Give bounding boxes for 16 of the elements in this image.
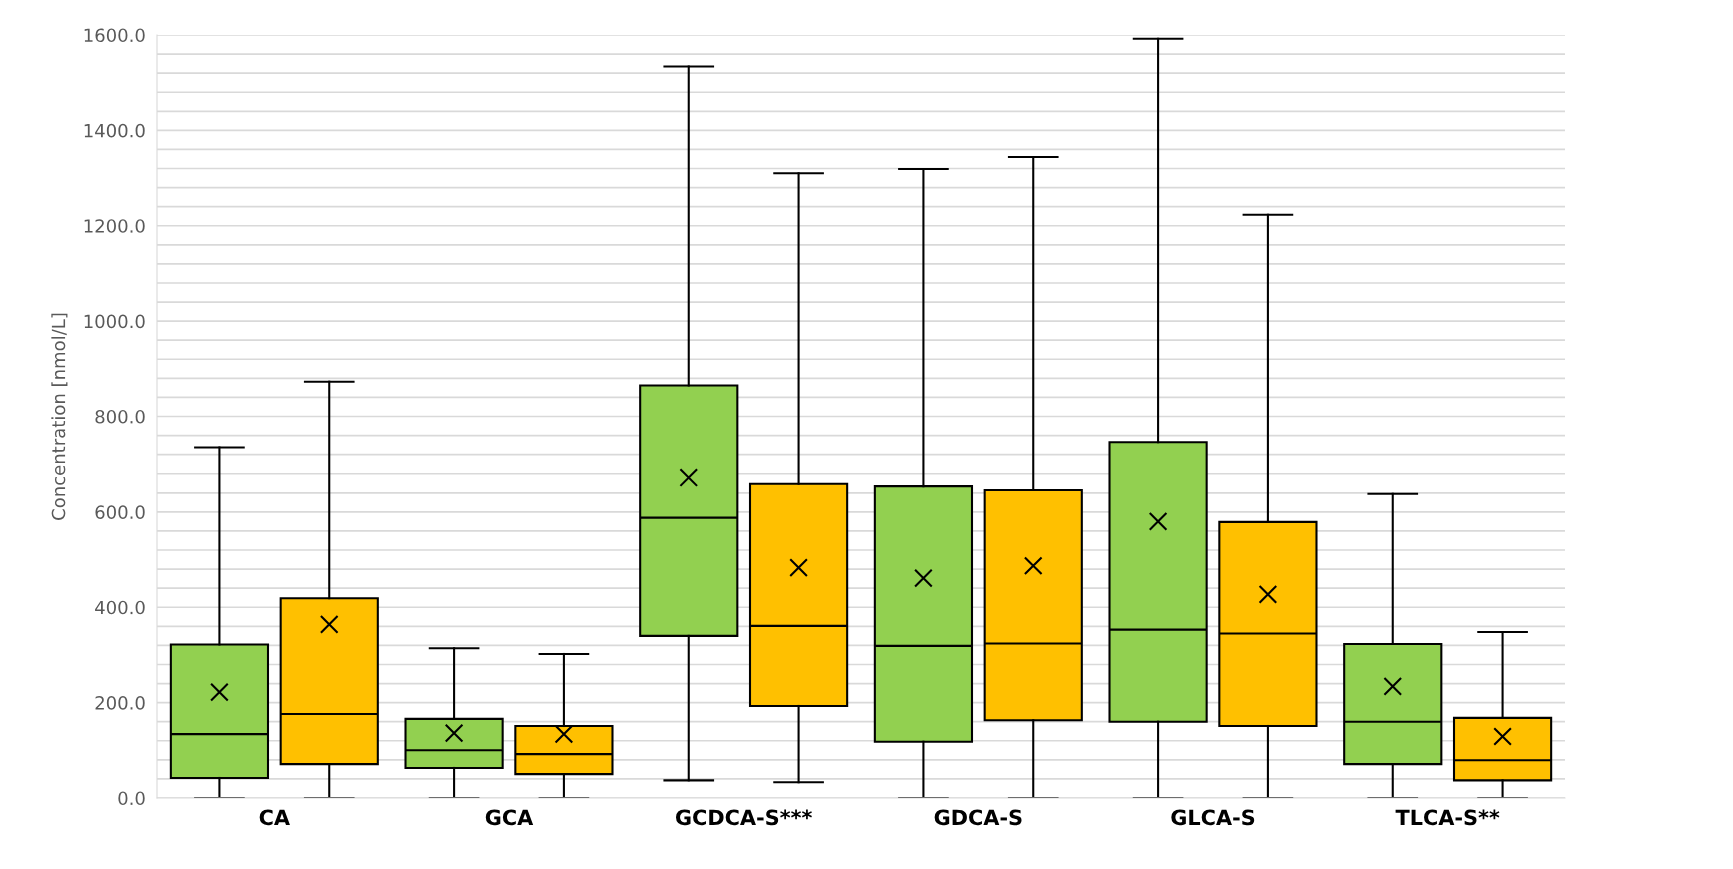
x-tick-label: GDCA-S: [934, 809, 1022, 826]
y-tick-label: 1000.0: [84, 314, 145, 329]
y-tick-label: 400.0: [95, 600, 145, 615]
y-tick-label: 800.0: [95, 409, 145, 424]
y-tick-label: 200.0: [95, 696, 145, 710]
x-tick-label: GCA: [485, 809, 534, 826]
x-tick-label: CA: [259, 809, 290, 826]
y-tick-label: 1200.0: [84, 219, 145, 233]
y-tick-label: 600.0: [95, 505, 145, 519]
y-tick-label: 1600.0: [84, 28, 145, 43]
y-axis-title: Concentration [nmol/L]: [51, 313, 68, 520]
x-tick-label: TLCA-S**: [1395, 809, 1500, 826]
y-tick-label: 0.0: [118, 791, 145, 806]
y-tick-label: 1400.0: [84, 123, 145, 138]
x-tick-label: GLCA-S: [1171, 809, 1255, 826]
x-tick-label: GCDCA-S***: [675, 809, 812, 826]
